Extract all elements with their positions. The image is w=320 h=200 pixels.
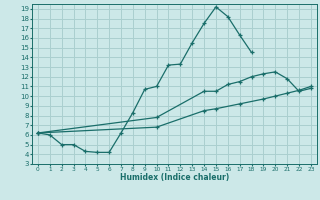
X-axis label: Humidex (Indice chaleur): Humidex (Indice chaleur) xyxy=(120,173,229,182)
